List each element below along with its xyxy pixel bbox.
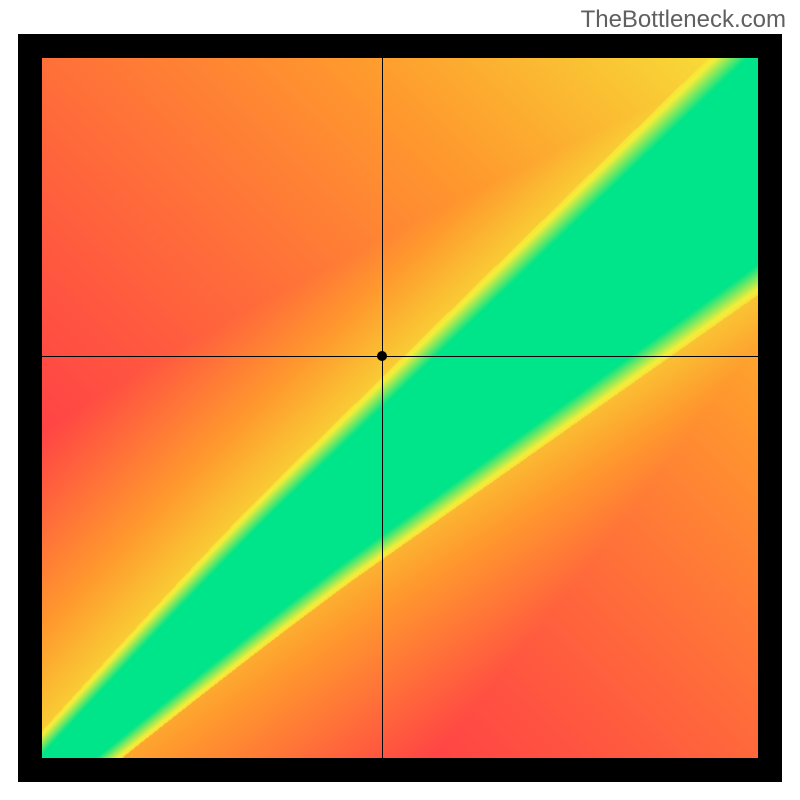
chart-frame	[18, 34, 782, 782]
heatmap-canvas	[42, 58, 758, 758]
crosshair-vertical	[382, 58, 383, 758]
crosshair-marker	[377, 351, 387, 361]
crosshair-horizontal	[42, 356, 758, 357]
plot-area	[42, 58, 758, 758]
chart-container: TheBottleneck.com	[0, 0, 800, 800]
watermark-text: TheBottleneck.com	[581, 6, 786, 34]
